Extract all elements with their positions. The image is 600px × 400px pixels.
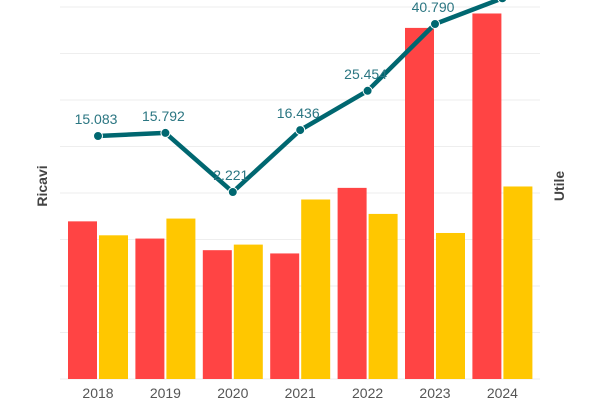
bar-series2-2024 bbox=[503, 186, 533, 379]
bar-series2-2022 bbox=[368, 213, 398, 379]
bar-ricavi-2021 bbox=[270, 253, 300, 379]
x-tick-label: 2021 bbox=[285, 385, 316, 400]
bar-series2-2018 bbox=[99, 235, 128, 379]
bar-ricavi-2019 bbox=[135, 238, 165, 379]
line-point-2018 bbox=[93, 130, 103, 141]
x-axis-ticks: 2018 2019 2020 2021 2022 2023 2024 bbox=[82, 385, 518, 400]
x-tick-label: 2020 bbox=[217, 385, 248, 400]
x-tick-label: 2018 bbox=[82, 385, 113, 400]
x-tick-label: 2022 bbox=[352, 385, 383, 400]
bar-ricavi-2023 bbox=[405, 27, 434, 379]
data-label-2022: 25.454 bbox=[344, 66, 387, 82]
x-tick-label: 2023 bbox=[419, 385, 450, 400]
line-point-2021 bbox=[295, 125, 306, 136]
bars bbox=[68, 13, 533, 379]
line-point-2022 bbox=[362, 85, 373, 96]
bar-ricavi-2022 bbox=[337, 187, 367, 379]
data-label-2019: 15.792 bbox=[142, 108, 185, 124]
line-point-2023 bbox=[430, 19, 440, 30]
gridlines bbox=[60, 6, 540, 380]
y-axis-label-right: Utile bbox=[551, 171, 567, 202]
bar-series2-2023 bbox=[436, 232, 465, 379]
data-label-2021: 16.436 bbox=[277, 105, 320, 121]
bar-ricavi-2024 bbox=[472, 13, 502, 379]
x-tick-label: 2024 bbox=[487, 385, 518, 400]
line-series: 15.083 15.792 2.221 16.436 25.454 40.790 bbox=[75, 0, 508, 198]
x-tick-label: 2019 bbox=[150, 385, 181, 400]
data-label-2023: 40.790 bbox=[412, 0, 455, 15]
data-label-2018: 15.083 bbox=[75, 111, 118, 127]
bar-series2-2020 bbox=[233, 244, 263, 379]
y-axis-label-left: Ricavi bbox=[34, 165, 50, 206]
line-point-2024 bbox=[497, 0, 508, 4]
bar-ricavi-2018 bbox=[68, 221, 97, 379]
bar-ricavi-2020 bbox=[202, 250, 232, 379]
line-point-2020 bbox=[227, 187, 238, 198]
bar-series2-2019 bbox=[166, 218, 196, 379]
data-label-2020: 2.221 bbox=[213, 167, 248, 183]
bar-series2-2021 bbox=[301, 199, 331, 379]
utile-line bbox=[97, 0, 504, 195]
line-point-2019 bbox=[160, 127, 171, 138]
